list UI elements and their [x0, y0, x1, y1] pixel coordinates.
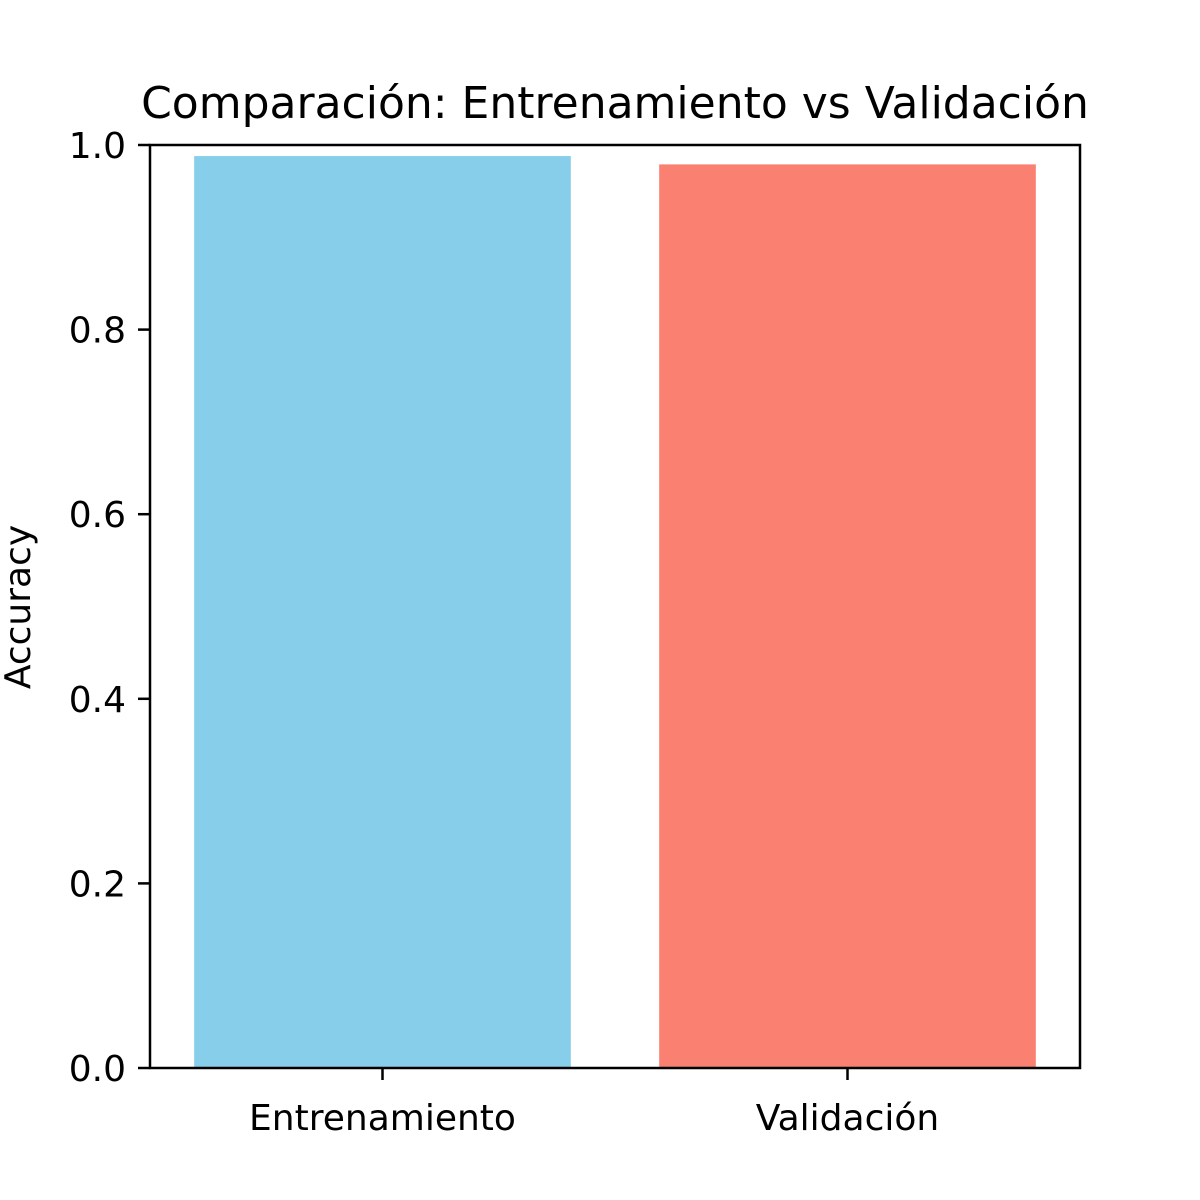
y-tick-label: 1.0 — [69, 126, 126, 167]
y-tick-label: 0.8 — [69, 311, 126, 352]
x-tick-label: Entrenamiento — [249, 1098, 516, 1139]
y-tick-label: 0.4 — [69, 680, 126, 721]
y-tick-label: 0.0 — [69, 1049, 126, 1090]
y-tick-label: 0.6 — [69, 495, 126, 536]
y-axis: 0.0 0.2 0.4 0.6 0.8 1.0 — [69, 126, 150, 1090]
y-tick-label: 0.2 — [69, 864, 126, 905]
bar-entrenamiento — [194, 156, 571, 1069]
x-axis: Entrenamiento Validación — [249, 1068, 939, 1139]
bar-validaci-n — [659, 164, 1036, 1068]
chart-title: Comparación: Entrenamiento vs Validación — [141, 78, 1089, 129]
y-axis-label: Accuracy — [0, 525, 39, 689]
plot-frame — [148, 143, 1082, 1070]
bars-group — [194, 156, 1036, 1069]
x-tick-label: Validación — [756, 1098, 939, 1139]
